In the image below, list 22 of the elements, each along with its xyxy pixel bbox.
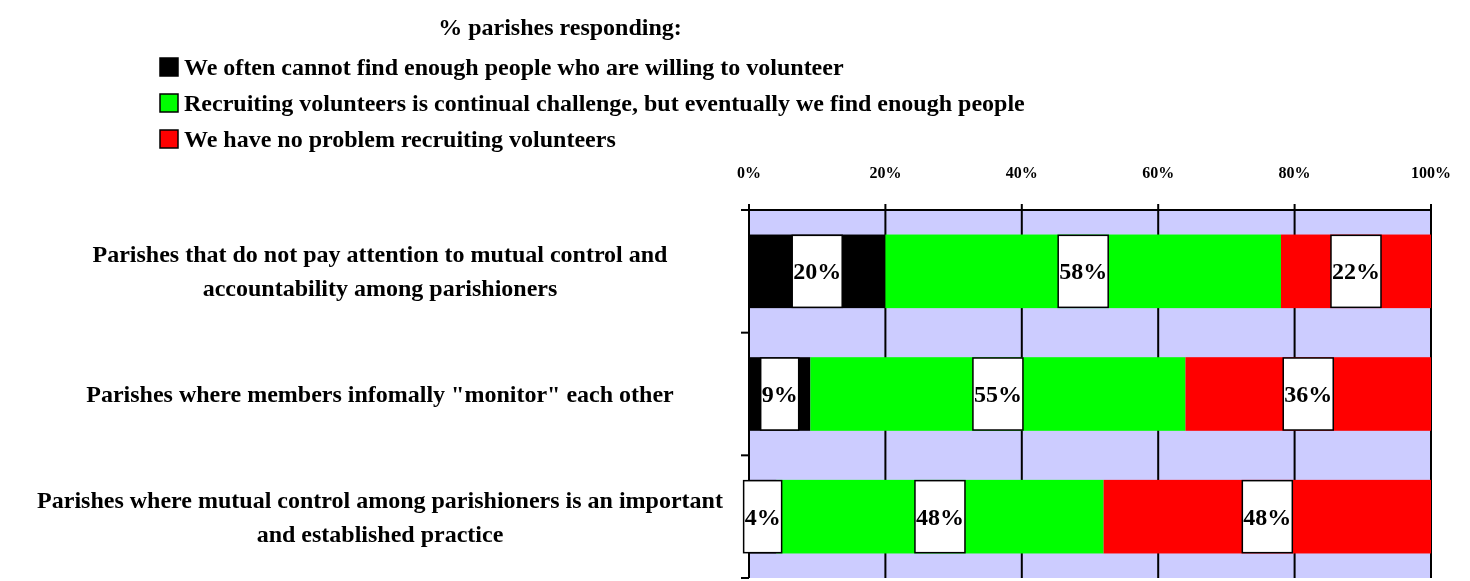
data-label: 22% [1331, 258, 1380, 285]
data-label: 58% [1059, 258, 1108, 285]
x-tick-label: 20% [869, 164, 902, 181]
legend-label: Recruiting volunteers is continual challenge, but eventually we find enough people [184, 90, 1026, 116]
legend-label: We often cannot find enough people who are willing to volunteer [184, 54, 844, 80]
legend-title: % parishes responding: [438, 14, 682, 40]
legend-label: We have no problem recruiting volunteers [184, 126, 616, 152]
y-tick-label: Parishes where members infomally "monitor" each other [86, 381, 675, 407]
data-label: 20% [793, 258, 842, 285]
data-label: 48% [1243, 503, 1292, 530]
data-label: 36% [1284, 381, 1333, 407]
data-label: 48% [915, 503, 964, 530]
data-label: 9% [761, 381, 798, 407]
y-tick-label: Parishes where mutual control among parishioners is an important and established practice [37, 486, 723, 547]
x-tick-label: 60% [1142, 164, 1175, 181]
y-tick-label: Parishes that do not pay attention to mutual control and accountability among parishioners [92, 241, 669, 302]
x-tick-label: 100% [1411, 164, 1451, 181]
data-label: 4% [744, 503, 781, 530]
x-tick-label: 40% [1005, 164, 1038, 181]
x-tick-label: 80% [1278, 164, 1311, 181]
x-tick-label: 0% [737, 164, 761, 181]
data-label: 55% [973, 381, 1022, 407]
